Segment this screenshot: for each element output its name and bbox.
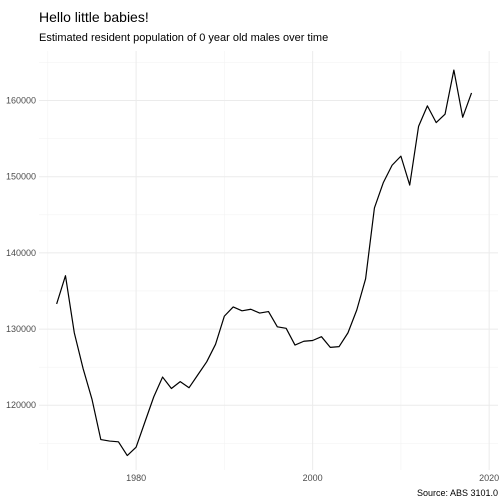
x-axis: 1980 2000 2020 [126,473,499,483]
y-tick-label: 160000 [6,96,36,106]
minor-gridlines [39,51,498,470]
x-tick-label: 2020 [479,473,499,483]
chart-title: Hello little babies! [39,9,149,25]
x-tick-label: 2000 [303,473,323,483]
chart-caption: Source: ABS 3101.0 [417,488,498,498]
y-tick-label: 130000 [6,324,36,334]
y-axis: 120000 130000 140000 150000 160000 [6,96,36,411]
major-gridlines [39,51,498,470]
series-group [56,69,473,457]
y-tick-label: 120000 [6,400,36,410]
y-tick-label: 140000 [6,248,36,258]
y-tick-label: 150000 [6,172,36,182]
population-line [56,69,473,457]
chart-subtitle: Estimated resident population of 0 year … [39,32,328,44]
x-tick-label: 1980 [126,473,146,483]
